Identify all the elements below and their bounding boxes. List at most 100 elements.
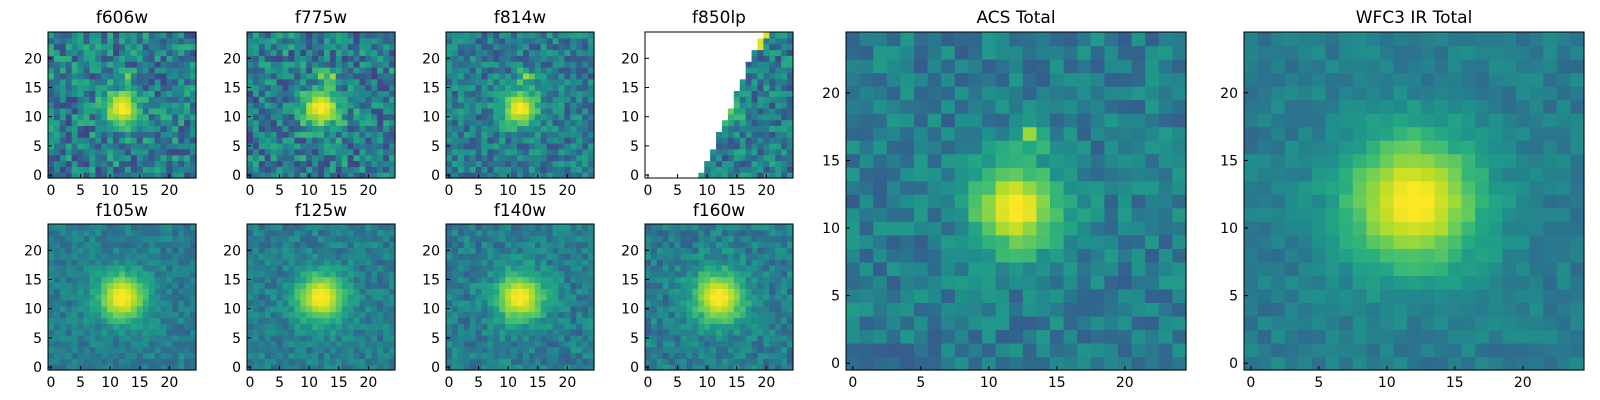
heatmap-cell: [294, 229, 301, 237]
heatmap-cell: [323, 317, 331, 324]
heatmap-cell: [148, 334, 156, 342]
heatmap-cell: [383, 329, 390, 336]
heatmap-cell: [270, 90, 278, 97]
heatmap-cell: [101, 346, 108, 354]
heatmap-cell: [83, 61, 91, 68]
heatmap-cell: [710, 49, 717, 56]
heatmap-cell: [353, 305, 361, 313]
heatmap-cell: [710, 288, 717, 295]
heatmap-cell: [77, 229, 85, 237]
heatmap-cell: [365, 154, 372, 162]
heatmap-cell: [136, 352, 144, 359]
heatmap-cell: [534, 235, 542, 243]
heatmap-cell: [101, 49, 108, 56]
heatmap-cell: [172, 166, 179, 173]
heatmap-cell: [335, 294, 343, 301]
heatmap-cell: [365, 235, 372, 243]
heatmap-cell: [451, 166, 459, 173]
heatmap-cell: [645, 137, 652, 144]
heatmap-cell: [154, 125, 162, 132]
heatmap-cell: [258, 160, 266, 167]
heatmap-cell: [365, 102, 372, 109]
heatmap-cell: [264, 235, 272, 243]
heatmap-cell: [335, 224, 343, 231]
heatmap-cell: [499, 229, 506, 237]
heatmap-cell: [341, 299, 349, 307]
heatmap-cell: [534, 107, 542, 115]
heatmap-cell: [353, 172, 361, 179]
heatmap-cell: [335, 166, 343, 173]
heatmap-cell: [53, 148, 61, 156]
heatmap-cell: [716, 172, 723, 179]
heatmap-cell: [252, 299, 260, 307]
heatmap-cell: [190, 364, 197, 371]
heatmap-cell: [457, 125, 465, 132]
heatmap-cell: [588, 270, 595, 278]
heatmap-cell: [113, 276, 120, 283]
heatmap-cell: [306, 270, 313, 278]
heatmap-cell: [341, 288, 349, 295]
heatmap-cell: [377, 270, 384, 278]
heatmap-cell: [721, 148, 729, 156]
heatmap-cell: [710, 276, 717, 283]
heatmap-cell: [668, 166, 676, 173]
heatmap-cell: [282, 253, 290, 260]
heatmap-cell: [680, 37, 688, 45]
heatmap-cell: [306, 131, 313, 138]
heatmap-cell: [59, 96, 67, 103]
heatmap-cell: [323, 264, 331, 272]
heatmap-cell: [65, 72, 73, 80]
heatmap-cell: [247, 259, 254, 266]
heatmap-cell: [475, 276, 483, 283]
heatmap-cell: [353, 148, 361, 156]
heatmap-cell: [77, 276, 85, 283]
heatmap-cell: [668, 37, 676, 45]
heatmap-cell: [692, 78, 699, 86]
heatmap-cell: [511, 148, 518, 156]
heatmap-cell: [184, 224, 191, 231]
heatmap-cell: [787, 323, 794, 330]
heatmap-cell: [739, 154, 747, 162]
heatmap-cell: [716, 294, 723, 301]
heatmap-cell: [534, 224, 542, 231]
heatmap-cell: [763, 305, 770, 313]
heatmap-cell: [446, 282, 453, 289]
heatmap-cell: [190, 311, 197, 319]
heatmap-cell: [475, 270, 483, 278]
heatmap-cell: [511, 288, 518, 295]
heatmap-cell: [499, 264, 506, 272]
heatmap-cell: [446, 148, 453, 156]
heatmap-cell: [733, 96, 741, 103]
heatmap-cell: [77, 160, 85, 167]
heatmap-cell: [154, 294, 162, 301]
heatmap-cell: [570, 61, 577, 68]
heatmap-cell: [570, 49, 577, 56]
heatmap-cell: [680, 334, 688, 342]
heatmap-cell: [142, 125, 150, 132]
heatmap-cell: [650, 311, 658, 319]
heatmap-cell: [733, 352, 741, 359]
heatmap-cell: [59, 276, 67, 283]
heatmap-cell: [576, 317, 583, 324]
heatmap-cell: [656, 72, 664, 80]
heatmap-cell: [505, 102, 512, 109]
heatmap-cell: [184, 37, 191, 45]
heatmap-cell: [662, 352, 670, 359]
heatmap-cell: [680, 107, 688, 115]
heatmap-cell: [511, 78, 518, 86]
heatmap-cell: [721, 90, 729, 97]
heatmap-cell: [662, 294, 670, 301]
heatmap-cell: [787, 329, 794, 336]
heatmap-cell: [184, 259, 191, 266]
heatmap-cell: [142, 90, 150, 97]
heatmap-cell: [329, 235, 337, 243]
heatmap-cell: [276, 166, 284, 173]
heatmap-cell: [59, 32, 67, 39]
heatmap-cell: [130, 259, 138, 266]
heatmap-cell: [282, 294, 290, 301]
heatmap-cell: [645, 340, 652, 348]
heatmap-cell: [469, 119, 477, 127]
heatmap-cell: [721, 72, 729, 80]
heatmap-cell: [662, 37, 670, 45]
y-tick-label: 5: [431, 139, 440, 155]
